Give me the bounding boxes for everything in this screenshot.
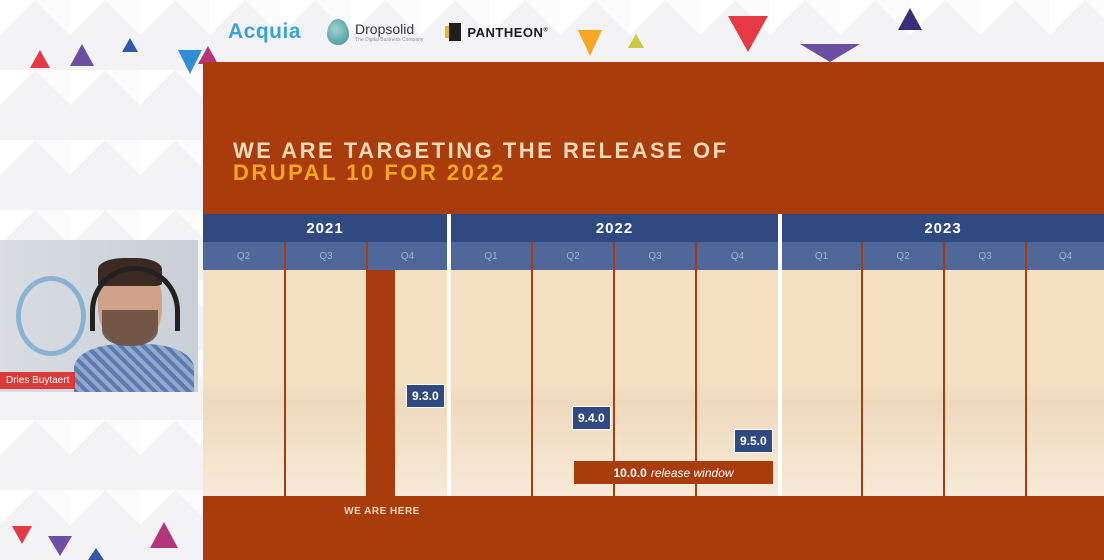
release-tag-9-4-0: 9.4.0 (572, 406, 611, 430)
quarter-2021-q4: Q4 (368, 242, 447, 270)
quarter-2022-q2: Q2 (533, 242, 613, 270)
current-position-marker (367, 270, 395, 500)
drupal-drop-icon (16, 276, 86, 356)
year-2021: 2021 (203, 214, 447, 242)
confetti-triangle (198, 46, 218, 64)
dropsolid-logo: Dropsolid The Digital Business Company (327, 19, 423, 45)
release-window-version: 10.0.0 (613, 465, 647, 480)
quarter-2022-q1: Q1 (451, 242, 531, 270)
pantheon-logo: PANTHEON® (445, 23, 549, 41)
pantheon-icon (445, 23, 462, 41)
year-divider (447, 214, 451, 496)
dropsolid-logo-text: Dropsolid (355, 20, 415, 37)
confetti-triangle (88, 548, 104, 560)
quarter-2021-q2: Q2 (203, 242, 284, 270)
quarter-2023-q1: Q1 (782, 242, 861, 270)
presenter-figure (74, 256, 194, 392)
confetti-triangle (150, 522, 178, 548)
confetti-triangle (898, 8, 922, 30)
timeline-columns (203, 270, 1104, 496)
timeline-column (782, 270, 861, 496)
quarter-2023-q2: Q2 (863, 242, 943, 270)
timeline-column (203, 270, 284, 496)
dropsolid-tagline: The Digital Business Company (355, 36, 424, 43)
presentation-slide: WE ARE TARGETING THE RELEASE OF DRUPAL 1… (203, 62, 1104, 560)
release-tag-9-5-0: 9.5.0 (734, 429, 773, 453)
confetti-triangle (628, 34, 644, 48)
timeline-column (533, 270, 613, 496)
presenter-video (0, 240, 198, 392)
slide-title-line2: DRUPAL 10 FOR 2022 (233, 160, 506, 185)
release-window-bar: 10.0.0 release window (574, 461, 773, 484)
release-window-label: release window (650, 465, 734, 480)
confetti-triangle (578, 30, 602, 56)
droplet-icon (327, 19, 350, 45)
confetti-triangle (48, 536, 72, 556)
confetti-triangle (70, 44, 94, 66)
presenter-name-tag: Dries Buytaert (0, 372, 76, 389)
quarter-2023-q4: Q4 (1027, 242, 1104, 270)
confetti-triangle (12, 526, 32, 544)
timeline-column (863, 270, 943, 496)
release-tag-9-3-0: 9.3.0 (406, 384, 445, 408)
quarter-row: Q2 Q3 Q4 Q1 Q2 Q3 Q4 Q1 Q2 Q3 Q4 (203, 242, 1104, 270)
confetti-triangle (30, 50, 50, 68)
we-are-here-label: WE ARE HERE (344, 506, 420, 517)
quarter-2023-q3: Q3 (945, 242, 1025, 270)
acquia-logo: Acquia (228, 20, 301, 44)
pantheon-logo-text: PANTHEON® (467, 24, 549, 40)
sponsor-bar: Acquia Dropsolid The Digital Business Co… (228, 14, 548, 50)
confetti-triangle (728, 16, 768, 52)
timeline-column (451, 270, 531, 496)
year-divider (778, 214, 782, 496)
headset-icon (90, 266, 180, 331)
year-2022: 2022 (451, 214, 778, 242)
timeline-column (1027, 270, 1104, 496)
quarter-2022-q3: Q3 (615, 242, 695, 270)
quarter-2022-q4: Q4 (697, 242, 778, 270)
timeline-column (697, 270, 778, 496)
timeline-column (286, 270, 366, 496)
quarter-2021-q3: Q3 (286, 242, 366, 270)
timeline-column (615, 270, 695, 496)
slide-title-line1: WE ARE TARGETING THE RELEASE OF (233, 138, 729, 163)
confetti-triangle (800, 44, 860, 62)
acquia-logo-text: Acquia (228, 20, 302, 43)
year-2023: 2023 (782, 214, 1104, 242)
confetti-triangle (122, 38, 138, 52)
timeline-column (945, 270, 1025, 496)
